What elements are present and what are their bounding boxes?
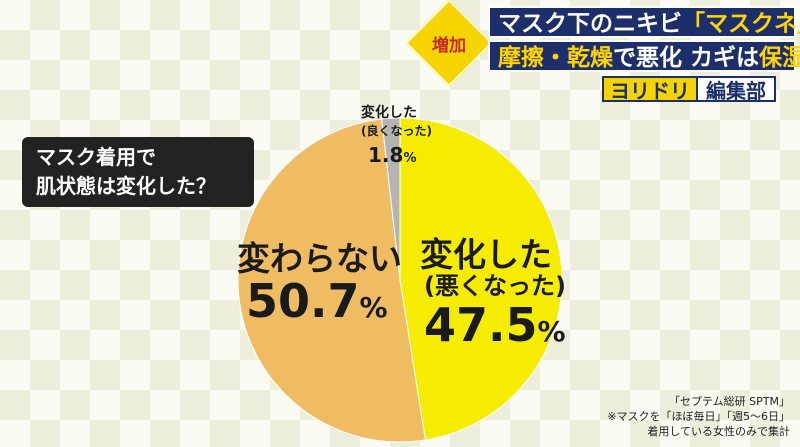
question-box: マスク着用で 肌状態は変化した？ bbox=[22, 137, 254, 207]
increase-badge-label: 増加 bbox=[432, 35, 466, 56]
slice-value-better: 1.8% bbox=[368, 143, 416, 167]
slice-value-better-unit: % bbox=[403, 151, 417, 166]
slice-value-unchanged: 50.7% bbox=[246, 274, 388, 328]
slice-value-worse: 47.5% bbox=[424, 298, 566, 352]
headline-line-2-a: 摩擦・乾燥 bbox=[498, 45, 613, 71]
survey-note-2: 着用している女性のみで集計 bbox=[647, 425, 790, 438]
headline-line-1-b: 「マスクネ」 bbox=[682, 11, 800, 37]
slice-value-unchanged-number: 50.7 bbox=[246, 274, 360, 328]
question-line-2: 肌状態は変化した？ bbox=[36, 174, 216, 198]
source-notes: 「セプテム総研 SPTM」 ※マスクを「ほぼ毎日」「週5〜6日」 着用している女… bbox=[607, 394, 790, 439]
program-tag-dept: 編集部 bbox=[698, 76, 776, 103]
headline-line-2-b: で悪化 カギは bbox=[613, 45, 760, 71]
survey-note-1: ※マスクを「ほぼ毎日」「週5〜6日」 bbox=[607, 410, 790, 423]
program-tag-name: ヨリドリ bbox=[602, 76, 698, 103]
slice-sublabel-better: (良くなった) bbox=[361, 124, 432, 138]
question-line-1: マスク着用で bbox=[36, 145, 156, 169]
headline-line-2: 摩擦・乾燥で悪化 カギは保湿 bbox=[488, 40, 800, 72]
slice-value-better-number: 1.8 bbox=[368, 143, 404, 167]
headline-banner: 増加 マスク下のニキビ「マスクネ」 摩擦・乾燥で悪化 カギは保湿 ヨリドリ 編集… bbox=[405, 0, 800, 103]
slice-value-unchanged-unit: % bbox=[359, 291, 388, 324]
slice-value-worse-unit: % bbox=[537, 315, 566, 348]
slice-label-better: 変化した bbox=[361, 105, 417, 121]
pie-slice-better bbox=[381, 117, 401, 281]
headline-line-2-c: 保湿 bbox=[759, 45, 800, 71]
program-tag: ヨリドリ 編集部 bbox=[602, 76, 776, 103]
slice-sublabel-worse: (悪くなった) bbox=[424, 272, 566, 300]
headline-line-1: マスク下のニキビ「マスクネ」 bbox=[488, 6, 800, 38]
slice-label-unchanged: 変わらない bbox=[237, 239, 402, 278]
headline-line-1-a: マスク下のニキビ bbox=[498, 11, 682, 37]
slice-value-worse-number: 47.5 bbox=[424, 298, 538, 352]
pie-slice-worse bbox=[399, 117, 563, 441]
pie-slice-unchanged bbox=[237, 118, 426, 443]
source-credit: 「セプテム総研 SPTM」 bbox=[669, 395, 790, 408]
slice-label-worse: 変化した bbox=[420, 235, 552, 274]
